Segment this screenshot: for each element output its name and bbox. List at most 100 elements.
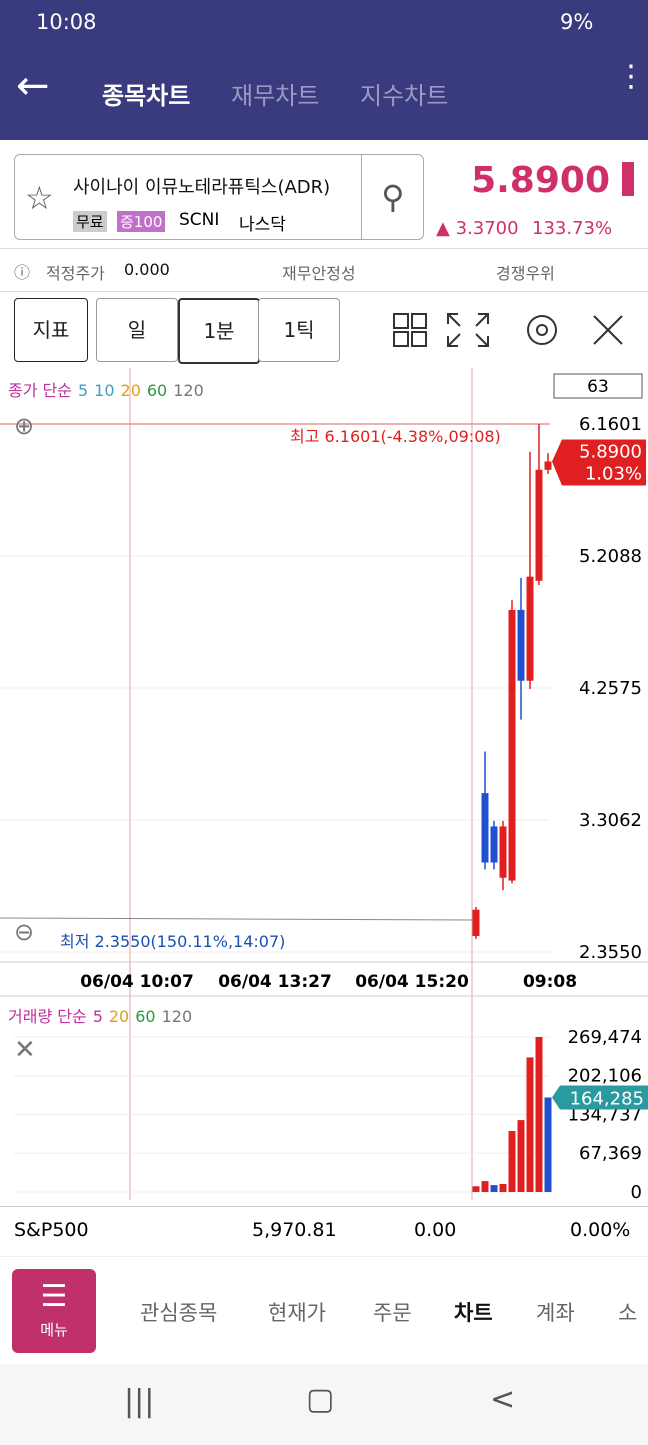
volume-bar: [499, 1183, 507, 1192]
y-tick-label: 3.3062: [579, 810, 642, 831]
stock-search[interactable]: ☆ 사이나이 이뮤노테라퓨틱스(ADR) 무료 증100 SCNI 나스닥 ⚲: [14, 154, 424, 240]
period-button[interactable]: 일: [96, 298, 178, 362]
fair-label: 적정주가: [46, 264, 105, 283]
home[interactable]: ▢: [306, 1382, 335, 1417]
nav-item[interactable]: 관심종목: [140, 1301, 218, 1325]
nav-item[interactable]: 소: [618, 1301, 638, 1325]
legend-ma[interactable]: 60: [147, 381, 167, 400]
legend-ma[interactable]: 120: [173, 381, 204, 400]
badge-price: 5.8900: [579, 441, 642, 462]
battery: 9%: [560, 10, 594, 34]
y-tick-label: 67,369: [579, 1143, 642, 1164]
y-tick-label: 6.1601: [579, 414, 642, 435]
candle-body: [517, 609, 525, 681]
volume-badge: [552, 1085, 648, 1110]
legend: 종가 단순 5 10 20 60 120: [8, 381, 204, 400]
back[interactable]: <: [490, 1382, 516, 1417]
candle-body: [535, 469, 543, 581]
top-bar: 10:08 9% ← 종목차트 재무차트 지수차트 ⋮: [0, 0, 648, 140]
legend-ma[interactable]: 20: [121, 381, 141, 400]
volume-bar: [544, 1097, 552, 1192]
index-name: S&P500: [14, 1219, 89, 1241]
legend-box: [553, 373, 643, 399]
badge-pct: 1.03%: [585, 463, 642, 484]
nav-item[interactable]: 계좌: [536, 1301, 575, 1325]
legend-ma[interactable]: 60: [135, 1007, 155, 1026]
price-baseline: [0, 917, 477, 921]
help-icon[interactable]: ⓘ: [14, 263, 31, 282]
zoom-in: ⊕: [14, 412, 34, 440]
recent-apps[interactable]: |||: [124, 1384, 155, 1419]
chart-panel: 63 종가 단순 5 10 20 60 120 6.1601 5.2088 4.2575 3.306…: [0, 368, 648, 1203]
candle-body: [472, 909, 480, 937]
nav-item[interactable]: 현재가: [268, 1301, 326, 1325]
y-tick-label: 5.2088: [579, 546, 642, 567]
indicator-button[interactable]: 지표: [14, 298, 88, 362]
volume-bar: [472, 1186, 480, 1192]
candle-body: [499, 826, 507, 878]
clock: 10:08: [36, 10, 97, 34]
volume-bar: [508, 1131, 516, 1192]
bottom-nav: ☰ 메뉴 관심종목 현재가 주문 차트 계좌 소: [0, 1256, 648, 1365]
tab[interactable]: 종목차트: [102, 82, 191, 110]
low-label: 최저 2.3550(150.11%,14:07): [60, 932, 285, 951]
close-volume: ✕: [14, 1035, 36, 1065]
volume-bar: [490, 1185, 498, 1192]
favorite-star[interactable]: ☆: [25, 179, 54, 217]
legend-label: 종가 단순: [8, 381, 72, 400]
change: ▲ 3.3700: [436, 218, 519, 239]
more-menu[interactable]: ⋮: [616, 59, 646, 94]
search-button[interactable]: ⚲: [361, 155, 424, 239]
candle-body: [481, 793, 489, 863]
y-tick-label: 134,737: [568, 1105, 642, 1126]
x-tick-label: 06/04 13:27: [218, 972, 332, 992]
tab[interactable]: 지수차트: [360, 82, 449, 110]
legend-ma[interactable]: 5: [93, 1007, 103, 1026]
menu-button[interactable]: ☰ 메뉴: [12, 1269, 96, 1353]
candle-body: [490, 826, 498, 863]
x-tick-label: 09:08: [523, 972, 577, 992]
tab[interactable]: 재무차트: [231, 82, 320, 110]
volume-bar: [526, 1057, 534, 1192]
menu-label: 메뉴: [40, 1321, 68, 1339]
legend-ma[interactable]: 120: [162, 1007, 193, 1026]
high-label: 최고 6.1601(-4.38%,09:08): [290, 427, 501, 446]
y-tick-label: 269,474: [568, 1027, 642, 1048]
volume-bar: [535, 1037, 543, 1192]
toolbar-icons[interactable]: [390, 310, 640, 350]
info-item[interactable]: 경쟁우위: [496, 264, 555, 283]
price: 5.8900: [471, 160, 610, 201]
change-pct: 133.73%: [532, 218, 613, 239]
y-tick-label: 0: [631, 1182, 642, 1203]
candle-body: [544, 461, 552, 470]
volume-bar: [517, 1120, 525, 1192]
x-tick-label: 06/04 10:07: [80, 972, 194, 992]
back-button[interactable]: ←: [16, 63, 50, 109]
price-bar: [622, 162, 634, 196]
count: 63: [587, 377, 609, 397]
volume-current: 164,285: [570, 1089, 644, 1110]
legend-ma[interactable]: 5: [78, 381, 88, 400]
period-button[interactable]: 1분: [178, 298, 260, 364]
legend-ma[interactable]: 20: [109, 1007, 129, 1026]
system-nav: ||| ▢ <: [0, 1364, 648, 1445]
zoom-out: ⊖: [14, 918, 34, 946]
candle-body: [508, 609, 516, 881]
volume-legend: 거래량 단순 5 20 60 120: [8, 1007, 192, 1026]
nav-item[interactable]: 주문: [373, 1301, 412, 1325]
candle-body: [526, 576, 534, 681]
y-tick-label: 4.2575: [579, 678, 642, 699]
price-badge: [552, 439, 646, 486]
index-bar: S&P500 5,970.81 0.00 0.00%: [0, 1206, 648, 1257]
stock-code: SCNI: [179, 210, 220, 230]
info-row: ⓘ 적정주가 0.000 재무안정성 경쟁우위: [0, 248, 648, 292]
nav-item[interactable]: 차트: [454, 1301, 493, 1325]
legend-label: 거래량 단순: [8, 1007, 87, 1026]
index-pct: 0.00%: [570, 1219, 631, 1241]
volume-bar: [481, 1181, 489, 1192]
info-item[interactable]: 재무안정성: [282, 264, 356, 283]
legend-ma[interactable]: 10: [94, 381, 114, 400]
period-button[interactable]: 1틱: [258, 298, 340, 362]
